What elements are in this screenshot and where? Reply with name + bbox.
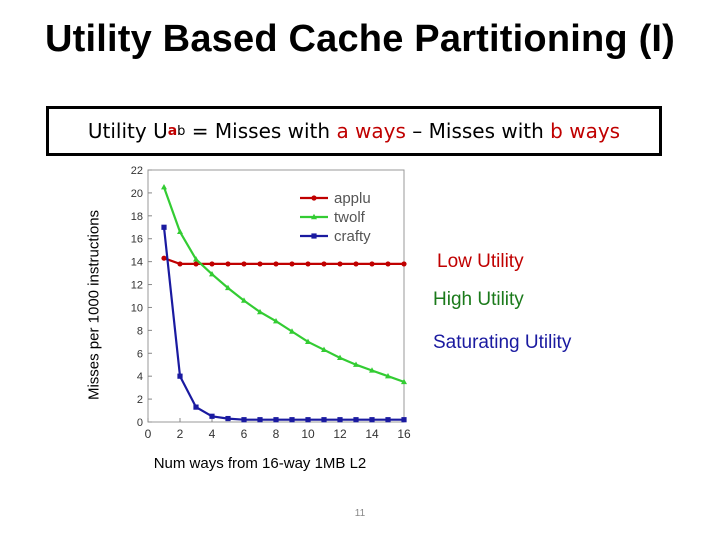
x-axis-label: Num ways from 16-way 1MB L2 <box>153 455 367 472</box>
x-tick-label: 12 <box>333 427 347 441</box>
legend-label-twolf: twolf <box>334 209 366 226</box>
x-tick-label: 2 <box>177 427 184 441</box>
page-number: 11 <box>354 508 366 519</box>
data-point-crafty <box>369 417 375 423</box>
data-point-applu <box>337 261 343 267</box>
data-point-applu <box>353 261 359 267</box>
data-point-twolf <box>225 284 231 291</box>
data-point-twolf <box>193 256 199 262</box>
data-point-twolf <box>241 297 247 303</box>
data-point-crafty <box>225 415 231 422</box>
data-point-twolf <box>353 361 359 367</box>
y-axis-label: Misses per 1000 instructions <box>85 209 103 401</box>
data-point-crafty <box>161 224 167 230</box>
y-tick-label: 18 <box>131 211 143 223</box>
data-point-applu <box>225 261 231 267</box>
data-point-crafty <box>209 413 215 419</box>
series-line-crafty <box>162 227 404 421</box>
y-tick-label: 16 <box>131 234 143 246</box>
data-point-applu <box>209 261 215 267</box>
data-point-crafty <box>401 417 407 423</box>
data-point-applu <box>177 261 183 267</box>
formula-superscript: b <box>177 123 186 139</box>
legend-marker-applu <box>311 195 317 201</box>
annotation-low-utility: Low Utility <box>437 251 524 272</box>
data-point-crafty <box>273 417 279 423</box>
data-point-applu <box>257 261 263 267</box>
legend-marker-crafty <box>311 233 317 239</box>
data-point-applu <box>241 261 247 267</box>
data-point-crafty <box>353 417 359 423</box>
data-point-crafty <box>177 373 183 379</box>
data-point-applu <box>289 261 295 267</box>
x-tick-label: 14 <box>365 427 379 441</box>
plot-frame <box>147 169 405 423</box>
x-tick-label: 8 <box>273 427 280 441</box>
y-tick-label: 2 <box>137 394 143 406</box>
data-point-twolf <box>161 183 167 190</box>
data-point-applu <box>273 261 279 267</box>
data-point-twolf <box>257 308 263 315</box>
y-tick-label: 12 <box>131 280 143 292</box>
data-point-twolf <box>337 354 343 361</box>
formula-equals: = Misses with <box>185 119 337 143</box>
annotation-saturating-utility: Saturating Utility <box>433 332 572 353</box>
x-tick-label: 4 <box>209 427 216 441</box>
data-point-twolf <box>209 271 215 277</box>
data-point-twolf <box>177 228 183 235</box>
y-tick-label: 14 <box>131 257 143 269</box>
data-point-applu <box>161 255 167 261</box>
x-tick-label: 16 <box>397 427 411 441</box>
data-point-applu <box>193 261 199 267</box>
data-point-crafty <box>289 417 295 423</box>
data-point-twolf <box>273 318 279 324</box>
formula-subscript: a <box>167 123 178 139</box>
y-tick-label: 10 <box>131 302 143 314</box>
y-tick-label: 22 <box>131 165 143 177</box>
data-point-applu <box>305 261 311 267</box>
y-tick-label: 4 <box>137 371 143 383</box>
y-tick-label: 20 <box>131 188 143 200</box>
formula-b-ways: b ways <box>550 119 621 143</box>
data-point-twolf <box>305 338 311 345</box>
data-point-twolf <box>321 346 327 353</box>
data-point-crafty <box>321 417 327 423</box>
formula-prefix: Utility U <box>87 119 168 143</box>
legend-label-crafty: crafty <box>334 228 371 245</box>
series-line-twolf <box>162 186 405 383</box>
formula-a-ways: a ways <box>336 119 406 143</box>
legend-marker-twolf <box>311 213 317 220</box>
data-point-crafty <box>305 417 311 423</box>
y-tick-label: 6 <box>137 348 143 360</box>
data-point-crafty <box>193 404 199 410</box>
data-point-applu <box>321 261 327 267</box>
y-tick-label: 8 <box>137 325 143 337</box>
x-tick-label: 10 <box>301 427 315 441</box>
x-tick-label: 0 <box>145 427 152 441</box>
data-point-twolf <box>401 378 407 385</box>
y-tick-label: 0 <box>137 417 143 429</box>
data-point-applu <box>369 261 375 267</box>
data-point-twolf <box>385 372 391 379</box>
legend-label-applu: applu <box>334 190 371 207</box>
slide-title: Utility Based Cache Partitioning (I) <box>44 18 676 60</box>
annotation-high-utility: High Utility <box>433 289 524 310</box>
data-point-twolf <box>289 328 295 334</box>
x-tick-label: 6 <box>241 427 248 441</box>
data-point-twolf <box>369 367 375 373</box>
data-point-crafty <box>257 417 263 423</box>
data-point-crafty <box>337 417 343 423</box>
data-point-crafty <box>385 417 391 423</box>
series-line-applu <box>163 257 404 265</box>
formula-dash: – Misses with <box>405 119 551 143</box>
data-point-applu <box>401 261 407 267</box>
data-point-applu <box>385 261 391 267</box>
data-point-crafty <box>241 417 247 423</box>
